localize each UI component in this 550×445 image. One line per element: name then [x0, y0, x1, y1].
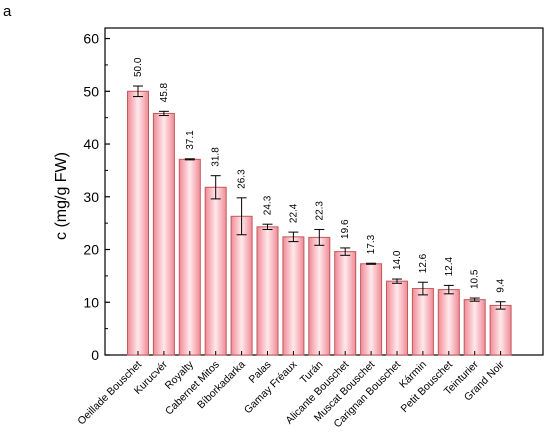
data-label: 31.8 [211, 147, 222, 167]
y-tick-label: 10 [83, 294, 99, 310]
bar [308, 236, 331, 356]
data-label: 50.0 [133, 57, 144, 77]
data-label: 22.4 [288, 203, 299, 223]
data-label: 17.3 [366, 234, 377, 254]
data-label: 37.1 [185, 130, 196, 150]
y-axis-title: c (mg/g FW) [53, 152, 70, 240]
y-axis-title-group: c (mg/g FW) [53, 152, 70, 240]
y-tick-label: 40 [83, 136, 99, 152]
y-tick-label: 0 [91, 347, 99, 363]
data-label: 24.3 [263, 195, 274, 215]
data-label: 19.6 [340, 219, 351, 239]
data-label: 9.4 [496, 278, 507, 292]
bar [489, 304, 512, 356]
data-label: 10.5 [470, 269, 481, 289]
bar [334, 251, 357, 356]
x-tick-label: Oeillade Bouschet [75, 359, 144, 428]
data-label: 12.6 [418, 253, 429, 273]
bar [360, 263, 383, 356]
bar [256, 226, 279, 356]
bar [230, 215, 253, 356]
bar [411, 288, 434, 356]
panel-letter: a [3, 3, 12, 20]
bar [152, 112, 175, 356]
data-label: 14.0 [392, 250, 403, 270]
y-tick-label: 50 [83, 83, 99, 99]
bar [127, 90, 149, 356]
bar [178, 158, 201, 356]
bar [437, 289, 460, 356]
data-label: 26.3 [237, 169, 248, 189]
bar [282, 236, 305, 356]
data-label: 12.4 [444, 256, 455, 276]
bar [204, 186, 227, 356]
y-tick-label: 60 [83, 31, 99, 47]
data-label: 22.3 [314, 201, 325, 221]
bar [463, 299, 486, 356]
y-tick-label: 20 [83, 242, 99, 258]
data-label: 45.8 [159, 82, 170, 102]
bar [386, 280, 408, 356]
y-tick-label: 30 [83, 189, 99, 205]
